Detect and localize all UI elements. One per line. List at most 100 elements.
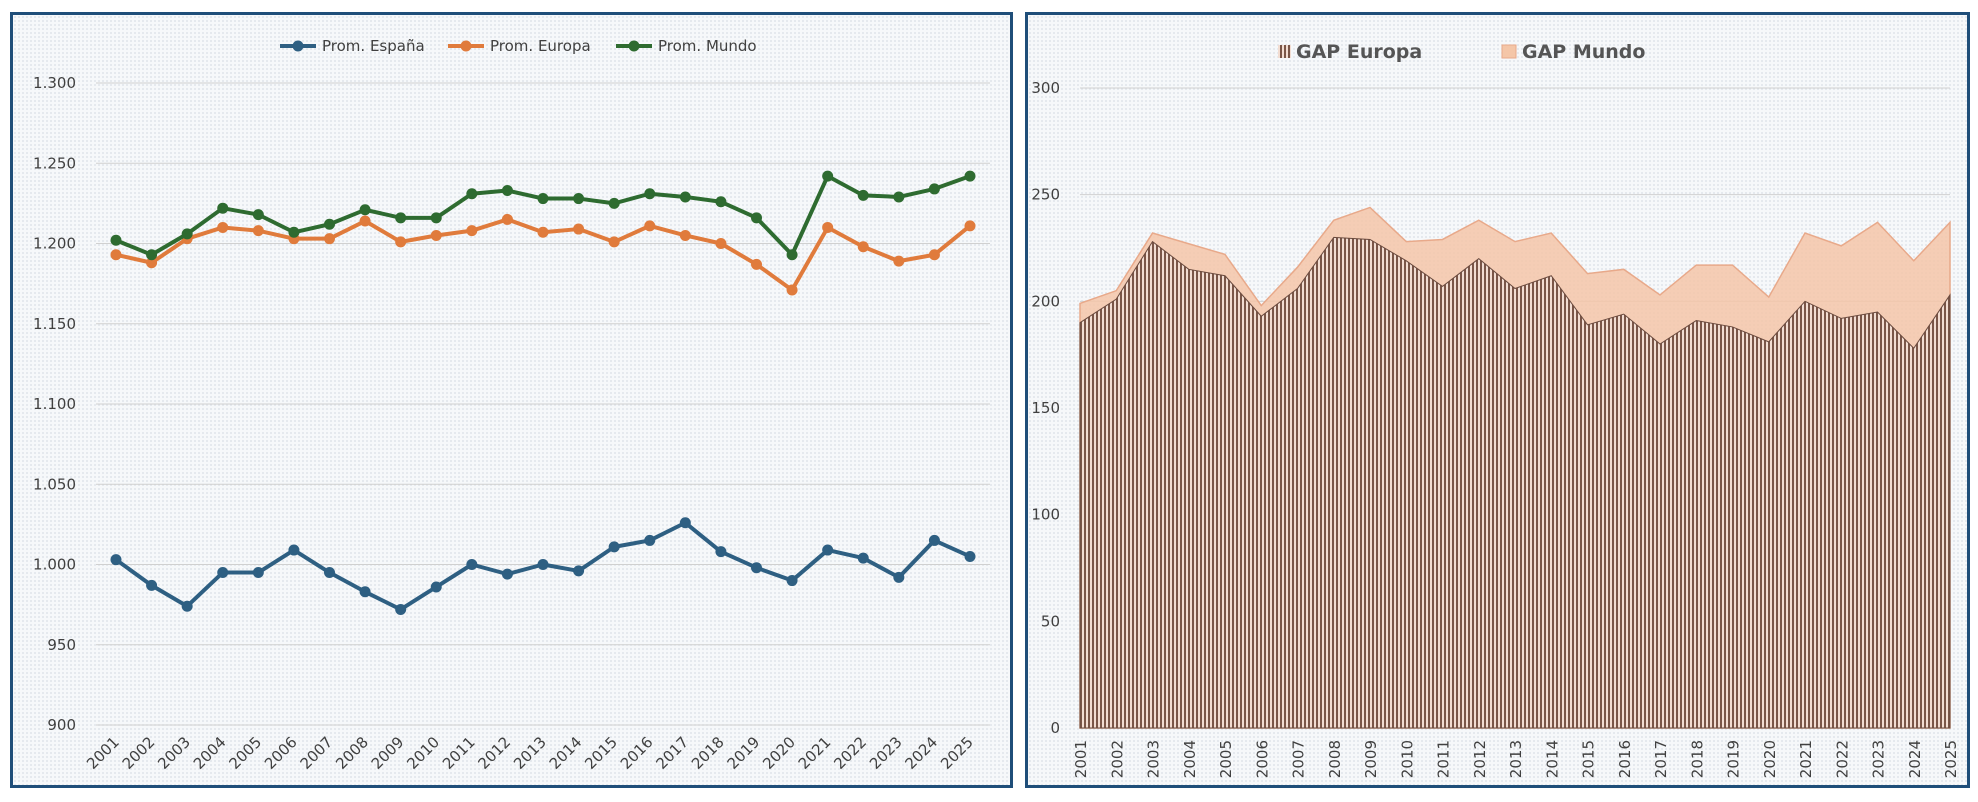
data-point (608, 541, 620, 553)
series-prom-espana (110, 517, 976, 615)
x-tick-label: 2025 (1942, 740, 1960, 778)
x-tick-label: 2010 (403, 733, 443, 773)
x-tick-label: 2003 (1145, 740, 1163, 778)
x-tick-label: 2017 (1652, 740, 1670, 778)
x-tick-label: 2020 (1761, 740, 1779, 778)
data-point (537, 559, 549, 570)
data-point (573, 223, 585, 235)
x-tick-label: 2013 (1507, 740, 1525, 778)
x-tick-label: 2002 (1108, 740, 1126, 778)
y-tick-label: 100 (1031, 506, 1060, 524)
x-tick-label: 2022 (1833, 740, 1851, 778)
data-point (359, 586, 371, 598)
y-tick-label: 1.100 (33, 395, 76, 413)
data-point (252, 225, 264, 237)
x-tick-label: 2021 (1797, 740, 1815, 778)
x-tick-label: 2024 (1906, 740, 1924, 778)
x-tick-label: 2019 (724, 733, 764, 773)
data-point (537, 226, 549, 238)
data-point (928, 183, 940, 195)
data-point (644, 188, 656, 200)
data-point (324, 567, 335, 579)
data-point (395, 236, 407, 248)
data-point (857, 552, 869, 564)
legend-item: Prom. Mundo (616, 37, 757, 55)
x-tick-label: 2004 (1181, 740, 1199, 778)
legend-label: GAP Mundo (1522, 41, 1645, 63)
gridlines (96, 82, 990, 726)
data-point (217, 567, 229, 579)
data-point (110, 234, 122, 246)
x-tick-label: 2016 (1616, 740, 1634, 778)
legend-item: GAP Mundo (1501, 41, 1645, 63)
data-point (395, 212, 407, 224)
line-chart: 900 950 1.000 1.050 1.100 1.150 1.200 1.250 1.30… (33, 37, 990, 773)
data-point (857, 189, 869, 201)
data-point (786, 284, 798, 296)
data-point (608, 236, 620, 248)
legend: Prom. España Prom. Europa Prom. Mundo (280, 37, 757, 55)
series-gap-europa (1079, 236, 1951, 729)
legend-swatch (1501, 44, 1517, 59)
data-point (146, 257, 158, 269)
data-point (430, 581, 442, 593)
data-point (715, 196, 727, 208)
y-tick-label: 300 (1031, 79, 1060, 97)
data-point (786, 575, 798, 587)
data-point (964, 550, 976, 562)
x-tick-label: 2006 (261, 733, 301, 773)
data-point (430, 229, 442, 241)
x-tick-label: 2017 (652, 733, 692, 773)
legend-item: GAP Europa (1278, 41, 1422, 63)
data-point (146, 579, 158, 591)
x-tick-label: 2007 (1290, 740, 1308, 778)
data-point (466, 559, 478, 570)
data-point (181, 228, 193, 240)
y-tick-label: 1.000 (33, 556, 76, 574)
x-tick-label: 2025 (937, 733, 977, 773)
data-point (573, 193, 585, 205)
legend-marker (460, 40, 472, 52)
x-tick-label: 2021 (795, 733, 835, 773)
x-tick-label: 2015 (581, 733, 621, 773)
x-tick-label: 2012 (475, 733, 515, 773)
y-tick-label: 1.200 (33, 235, 76, 253)
x-tick-label: 2006 (1253, 740, 1271, 778)
y-tick-label: 950 (47, 636, 76, 654)
data-point (928, 534, 940, 546)
data-point (893, 571, 905, 583)
data-point (288, 544, 300, 556)
data-point (715, 238, 727, 249)
legend-label: Prom. Mundo (658, 37, 757, 55)
legend-item: Prom. España (280, 37, 425, 55)
right-chart-panel: 0 50 100 150 200 250 300 2001 2002 2003 2004 2005 20… (1025, 12, 1970, 788)
data-point (608, 197, 620, 209)
data-point (964, 220, 976, 232)
legend-item: Prom. Europa (448, 37, 591, 55)
x-tick-label: 2016 (617, 733, 657, 773)
x-tick-label: 2001 (83, 733, 123, 773)
series-line (115, 174, 971, 257)
data-point (644, 534, 656, 546)
area-gap-europa (1079, 236, 1951, 729)
data-point (217, 221, 229, 233)
x-tick-label: 2014 (546, 733, 586, 773)
x-tick-label: 2011 (1435, 740, 1453, 778)
x-tick-label: 2004 (190, 733, 230, 773)
data-point (110, 249, 122, 261)
data-point (501, 185, 513, 197)
data-point (928, 249, 940, 261)
legend-marker (628, 40, 640, 52)
y-tick-label: 0 (1050, 719, 1060, 737)
data-point (466, 225, 478, 237)
area-chart: 0 50 100 150 200 250 300 2001 2002 2003 2004 2005 20… (1031, 41, 1960, 778)
data-point (822, 544, 834, 556)
x-tick-label: 2009 (1362, 740, 1380, 778)
data-point (288, 226, 300, 238)
x-tick-label: 2014 (1543, 740, 1561, 778)
legend-swatch (1278, 45, 1291, 58)
data-point (573, 565, 585, 577)
y-tick-label: 1.050 (33, 475, 76, 493)
x-tick-label: 2024 (902, 733, 942, 773)
legend-label: Prom. Europa (490, 37, 591, 55)
